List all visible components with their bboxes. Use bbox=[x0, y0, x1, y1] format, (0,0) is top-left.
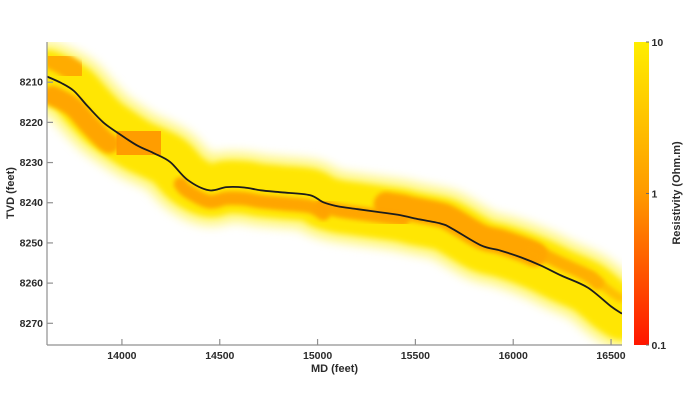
well-trajectory-line bbox=[47, 75, 622, 315]
x-tick-label: 14500 bbox=[205, 350, 234, 362]
x-tick-label: 15500 bbox=[401, 350, 430, 362]
colorbar-tick-label: 1 bbox=[652, 189, 658, 201]
y-axis-title: TVD (feet) bbox=[5, 167, 17, 219]
y-tick-label: 8220 bbox=[20, 117, 44, 129]
y-tick-label: 8230 bbox=[20, 157, 44, 169]
colorbar-tick-label: 10 bbox=[652, 37, 664, 49]
y-tick-label: 8240 bbox=[20, 197, 44, 209]
band-overlay-orange bbox=[373, 191, 548, 267]
colorbar: 10 1 0.1 bbox=[634, 37, 666, 352]
x-tick-label: 16000 bbox=[499, 350, 528, 362]
y-tick-label: 8270 bbox=[20, 318, 44, 330]
colorbar-title: Resistivity (Ohm.m) bbox=[671, 141, 683, 245]
band-overlay-orange bbox=[47, 48, 87, 84]
colorbar-ticks: 10 1 0.1 bbox=[646, 37, 666, 352]
x-tick-label: 16500 bbox=[596, 350, 625, 362]
band-overlay-orange bbox=[314, 198, 410, 227]
band-overlay-orange bbox=[173, 177, 331, 221]
colorbar-gradient-strip bbox=[634, 42, 649, 345]
y-tick-label: 8210 bbox=[20, 77, 44, 89]
x-axis-title: MD (feet) bbox=[311, 363, 358, 375]
colorbar-tick-label: 0.1 bbox=[652, 340, 667, 352]
axes: 14000 14500 15000 15500 16000 16500 8210 8220 82… bbox=[20, 42, 626, 362]
band-overlay-orange bbox=[587, 271, 622, 303]
band-overlay-orange bbox=[95, 106, 182, 180]
resistivity-band bbox=[47, 42, 622, 345]
y-tick-label: 8250 bbox=[20, 237, 44, 249]
y-tick-label: 8260 bbox=[20, 278, 44, 290]
x-tick-label: 14000 bbox=[107, 350, 136, 362]
trajectory-path bbox=[47, 75, 622, 315]
x-tick-label: 15000 bbox=[303, 350, 332, 362]
